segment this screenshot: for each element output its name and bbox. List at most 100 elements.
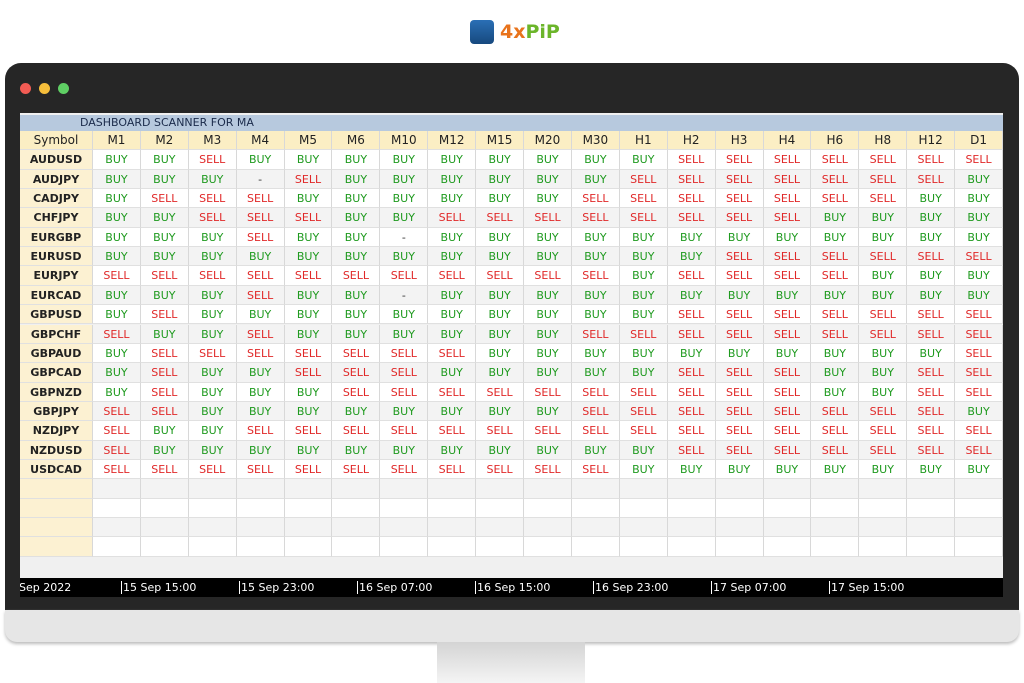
signal-cell: BUY [188,382,237,402]
signal-cell [428,537,477,557]
signal-cell: BUY [140,421,189,441]
close-dot[interactable] [20,83,31,94]
signal-cell: BUY [140,440,189,460]
signal-cell [380,498,429,518]
signal-cell: BUY [284,150,333,170]
signal-cell: BUY [476,247,525,267]
signal-cell: SELL [811,247,860,267]
signal-cell: BUY [428,150,477,170]
signal-cell: BUY [428,227,477,248]
signal-cell: SELL [763,440,812,460]
symbol-cell: CADJPY [20,189,93,209]
signal-cell: SELL [571,401,620,422]
signal-cell [188,518,237,538]
signal-cell: BUY [859,227,908,248]
signal-cell: SELL [763,363,812,383]
signal-cell: BUY [188,324,237,344]
signal-cell [93,537,141,557]
signal-cell [811,498,860,518]
signal-cell: BUY [284,382,333,402]
timeline-label: Sep 2022 [20,581,72,594]
signal-cell [955,518,1003,538]
signal-cell: SELL [571,266,620,286]
signal-cell: SELL [140,189,189,209]
signal-cell: BUY [571,440,620,460]
signal-cell [380,479,429,499]
symbol-cell: EURJPY [20,266,93,286]
signal-cell: - [380,227,429,248]
signal-cell: SELL [428,421,477,441]
signal-cell: SELL [428,208,477,228]
signal-cell: BUY [524,227,572,248]
signal-cell [476,537,525,557]
signal-cell: BUY [93,363,141,383]
signal-cell: SELL [763,169,812,190]
signal-cell: BUY [524,343,572,364]
symbol-cell [20,479,93,499]
signal-cell: BUY [619,459,668,480]
signal-cell [284,537,333,557]
signal-cell: BUY [332,227,381,248]
signal-cell: BUY [380,189,429,209]
signal-cell: SELL [667,401,716,422]
signal-cell: SELL [811,266,860,286]
signal-cell: BUY [188,227,237,248]
signal-cell: BUY [907,227,956,248]
signal-cell: BUY [428,440,477,460]
maximize-dot[interactable] [58,83,69,94]
column-header: M10 [380,131,429,151]
signal-cell: BUY [907,285,956,306]
signal-cell: BUY [332,305,381,325]
signal-cell [140,537,189,557]
signal-cell [140,518,189,538]
column-header: M1 [93,131,141,151]
signal-cell [955,498,1003,518]
signal-cell: SELL [188,189,237,209]
signal-cell: BUY [619,343,668,364]
column-header: M5 [284,131,333,151]
signal-cell: BUY [859,459,908,480]
signal-cell: BUY [811,285,860,306]
column-header: H2 [667,131,716,151]
signal-cell: BUY [284,227,333,248]
signal-cell: SELL [715,247,764,267]
signal-cell: SELL [667,150,716,170]
signal-cell: SELL [859,305,908,325]
signal-cell: SELL [619,401,668,422]
symbol-cell: AUDJPY [20,169,93,190]
signal-cell: SELL [763,421,812,441]
symbol-cell: AUDUSD [20,150,93,170]
signal-cell: SELL [380,343,429,364]
signal-cell: SELL [524,421,572,441]
signal-cell: SELL [284,169,333,190]
signal-cell [955,479,1003,499]
signal-cell: BUY [811,227,860,248]
signal-cell: BUY [619,247,668,267]
signal-cell: SELL [524,266,572,286]
signal-cell: BUY [380,324,429,344]
signal-cell: BUY [380,208,429,228]
symbol-cell: EURCAD [20,285,93,306]
signal-cell: BUY [332,208,381,228]
signal-cell: BUY [859,208,908,228]
signal-cell: BUY [188,169,237,190]
column-header: H8 [859,131,908,151]
signal-cell: SELL [715,266,764,286]
signal-cell: SELL [667,440,716,460]
column-header: H4 [763,131,812,151]
signal-cell: BUY [524,285,572,306]
signal-cell: BUY [93,150,141,170]
signal-cell: SELL [619,208,668,228]
signal-cell: SELL [284,459,333,480]
signal-cell [332,479,381,499]
minimize-dot[interactable] [39,83,50,94]
dashboard-title: DASHBOARD SCANNER FOR MA [20,115,1003,131]
signal-cell: BUY [476,285,525,306]
monitor-chin [5,610,1019,642]
signal-cell: SELL [236,227,285,248]
signal-cell: BUY [476,169,525,190]
signal-cell: BUY [380,247,429,267]
signal-cell: SELL [667,421,716,441]
signal-cell: BUY [476,227,525,248]
signal-cell: SELL [859,189,908,209]
